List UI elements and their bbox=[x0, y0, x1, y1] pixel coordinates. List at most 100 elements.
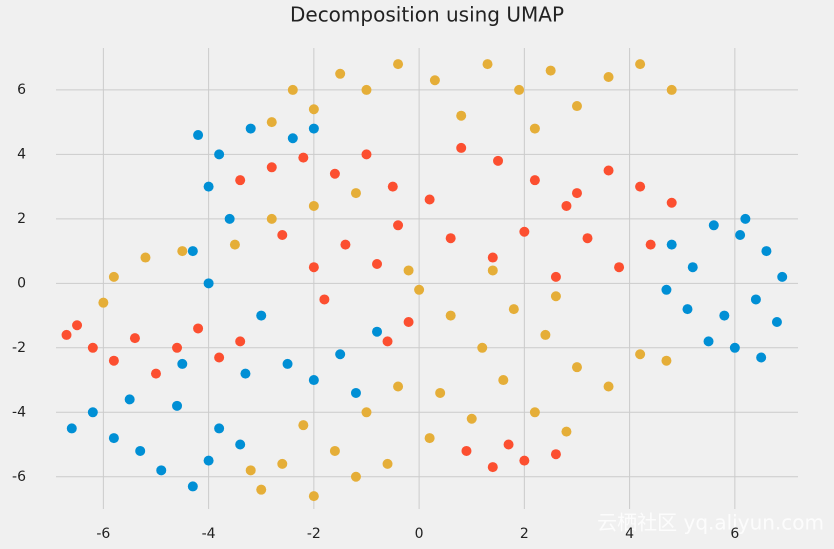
x-tick-label: 6 bbox=[730, 526, 739, 542]
point bbox=[393, 59, 404, 70]
point bbox=[98, 297, 109, 308]
point bbox=[135, 445, 146, 456]
x-tick-label: 4 bbox=[625, 526, 634, 542]
point bbox=[666, 84, 677, 95]
watermark: 云栖社区 yq.aliyun.com bbox=[597, 511, 824, 535]
point bbox=[666, 197, 677, 208]
point bbox=[666, 239, 677, 250]
point bbox=[493, 155, 504, 166]
point bbox=[87, 407, 98, 418]
point bbox=[193, 130, 204, 141]
point bbox=[108, 355, 119, 366]
point bbox=[571, 188, 582, 199]
point bbox=[550, 449, 561, 460]
point bbox=[414, 284, 425, 295]
point bbox=[203, 181, 214, 192]
point bbox=[393, 381, 404, 392]
point bbox=[177, 246, 188, 257]
point bbox=[203, 455, 214, 466]
point bbox=[571, 362, 582, 373]
point bbox=[445, 310, 456, 321]
point bbox=[361, 407, 372, 418]
point bbox=[298, 152, 309, 163]
point bbox=[708, 220, 719, 231]
point bbox=[108, 271, 119, 282]
x-tick-label: 2 bbox=[520, 526, 529, 542]
point bbox=[340, 239, 351, 250]
point bbox=[571, 101, 582, 112]
point bbox=[298, 420, 309, 431]
point bbox=[266, 117, 277, 128]
point bbox=[682, 304, 693, 315]
point bbox=[429, 75, 440, 86]
point bbox=[582, 233, 593, 244]
point bbox=[66, 423, 77, 434]
point bbox=[308, 104, 319, 115]
point bbox=[329, 445, 340, 456]
point bbox=[487, 265, 498, 276]
point bbox=[550, 291, 561, 302]
point bbox=[319, 294, 330, 305]
point bbox=[387, 181, 398, 192]
point bbox=[308, 375, 319, 386]
point bbox=[214, 149, 225, 160]
point bbox=[372, 258, 383, 269]
points bbox=[61, 59, 788, 502]
point bbox=[761, 246, 772, 257]
point bbox=[177, 358, 188, 369]
point bbox=[661, 284, 672, 295]
point bbox=[498, 375, 509, 386]
point bbox=[72, 320, 83, 331]
point bbox=[482, 59, 493, 70]
point bbox=[287, 84, 298, 95]
point bbox=[382, 336, 393, 347]
y-tick-label: -4 bbox=[12, 404, 26, 420]
point bbox=[308, 491, 319, 502]
point bbox=[229, 239, 240, 250]
point bbox=[540, 329, 551, 340]
point bbox=[156, 465, 167, 476]
point bbox=[777, 271, 788, 282]
point bbox=[382, 458, 393, 469]
point bbox=[235, 336, 246, 347]
point bbox=[477, 342, 488, 353]
point bbox=[424, 194, 435, 205]
point bbox=[487, 252, 498, 263]
point bbox=[466, 413, 477, 424]
point bbox=[235, 439, 246, 450]
point bbox=[740, 213, 751, 224]
point bbox=[403, 265, 414, 276]
point bbox=[224, 213, 235, 224]
point bbox=[635, 59, 646, 70]
point bbox=[335, 68, 346, 79]
point bbox=[172, 342, 183, 353]
point bbox=[124, 394, 135, 405]
point bbox=[350, 471, 361, 482]
x-tick-label: -6 bbox=[96, 526, 110, 542]
point bbox=[756, 352, 767, 363]
point bbox=[129, 333, 140, 344]
point bbox=[456, 142, 467, 153]
point bbox=[187, 246, 198, 257]
point bbox=[256, 484, 267, 495]
point bbox=[266, 213, 277, 224]
point bbox=[277, 458, 288, 469]
y-tick-label: -2 bbox=[12, 340, 26, 356]
point bbox=[519, 226, 530, 237]
point bbox=[529, 123, 540, 134]
point bbox=[308, 262, 319, 273]
point bbox=[503, 439, 514, 450]
point bbox=[256, 310, 267, 321]
point bbox=[661, 355, 672, 366]
point bbox=[771, 317, 782, 328]
point bbox=[645, 239, 656, 250]
point bbox=[172, 400, 183, 411]
point bbox=[603, 381, 614, 392]
point bbox=[245, 465, 256, 476]
point bbox=[561, 200, 572, 211]
point bbox=[214, 352, 225, 363]
point bbox=[335, 349, 346, 360]
point bbox=[719, 310, 730, 321]
point bbox=[603, 165, 614, 176]
